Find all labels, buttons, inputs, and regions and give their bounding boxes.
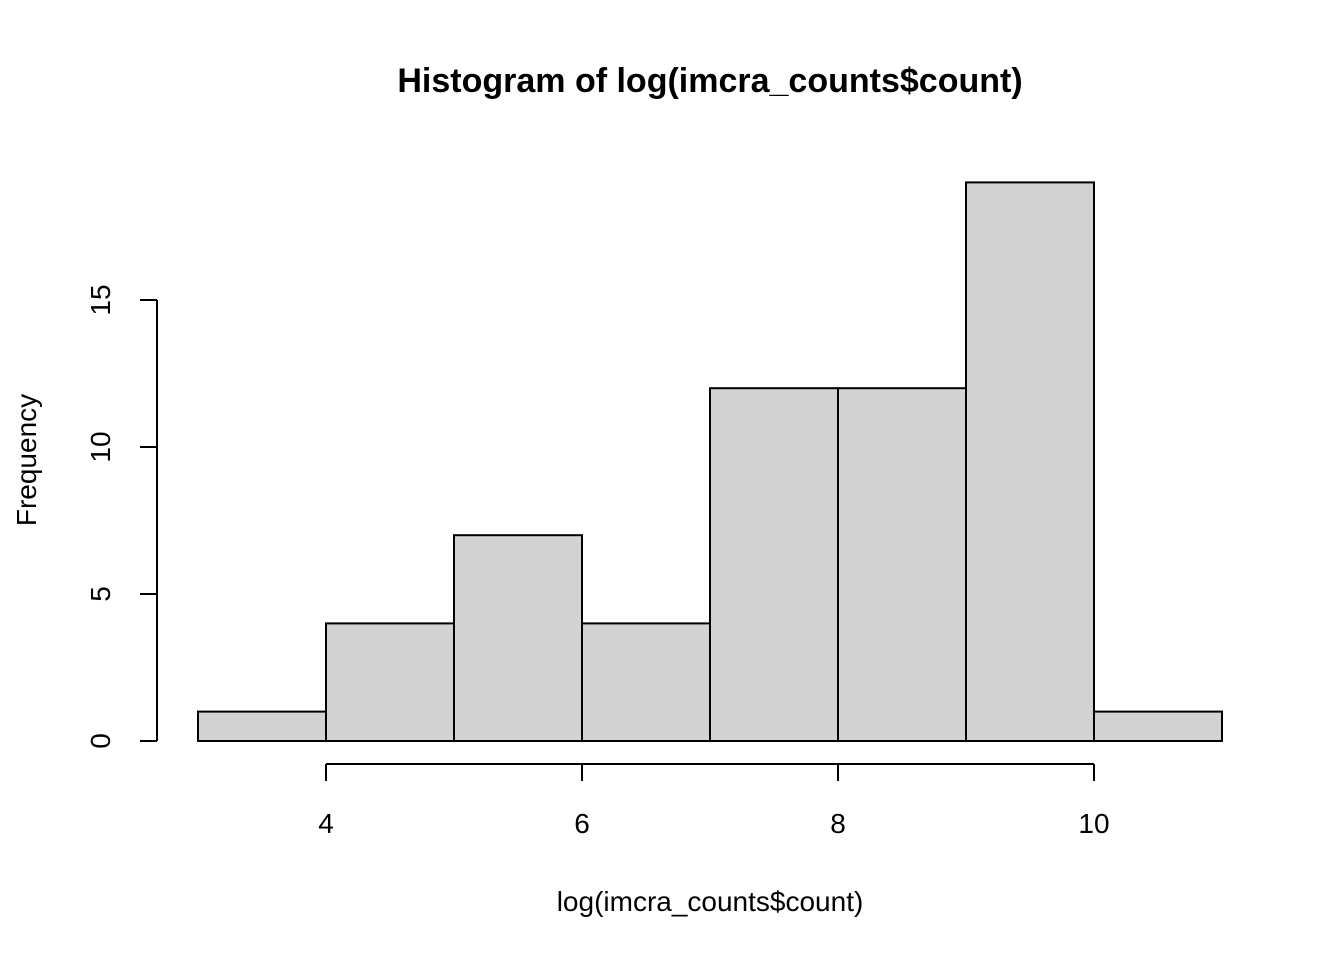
histogram-bar-5 bbox=[837, 387, 967, 742]
x-tick-label: 10 bbox=[1078, 808, 1109, 839]
histogram-bar-1 bbox=[325, 622, 455, 743]
y-tick-label: 5 bbox=[85, 586, 116, 602]
y-tick-label: 0 bbox=[85, 733, 116, 749]
y-axis: 0 5 10 15 bbox=[85, 284, 158, 749]
x-tick-label: 6 bbox=[574, 808, 590, 839]
bars-group bbox=[197, 181, 1223, 743]
y-tick-label: 15 bbox=[85, 284, 116, 315]
chart-title: Histogram of log(imcra_counts$count) bbox=[397, 62, 1022, 100]
histogram-bar-0 bbox=[197, 710, 327, 742]
x-axis: 4 6 8 10 bbox=[318, 763, 1110, 839]
histogram-bar-2 bbox=[453, 534, 583, 743]
histogram-bar-3 bbox=[581, 622, 711, 743]
x-axis-label: log(imcra_counts$count) bbox=[557, 886, 864, 917]
histogram-bar-7 bbox=[1093, 710, 1223, 742]
y-axis-label: Frequency bbox=[11, 394, 42, 526]
histogram-bar-6 bbox=[965, 181, 1095, 742]
x-tick-label: 8 bbox=[830, 808, 846, 839]
histogram-bar-4 bbox=[709, 387, 839, 742]
y-tick-label: 10 bbox=[85, 431, 116, 462]
x-tick-label: 4 bbox=[318, 808, 334, 839]
